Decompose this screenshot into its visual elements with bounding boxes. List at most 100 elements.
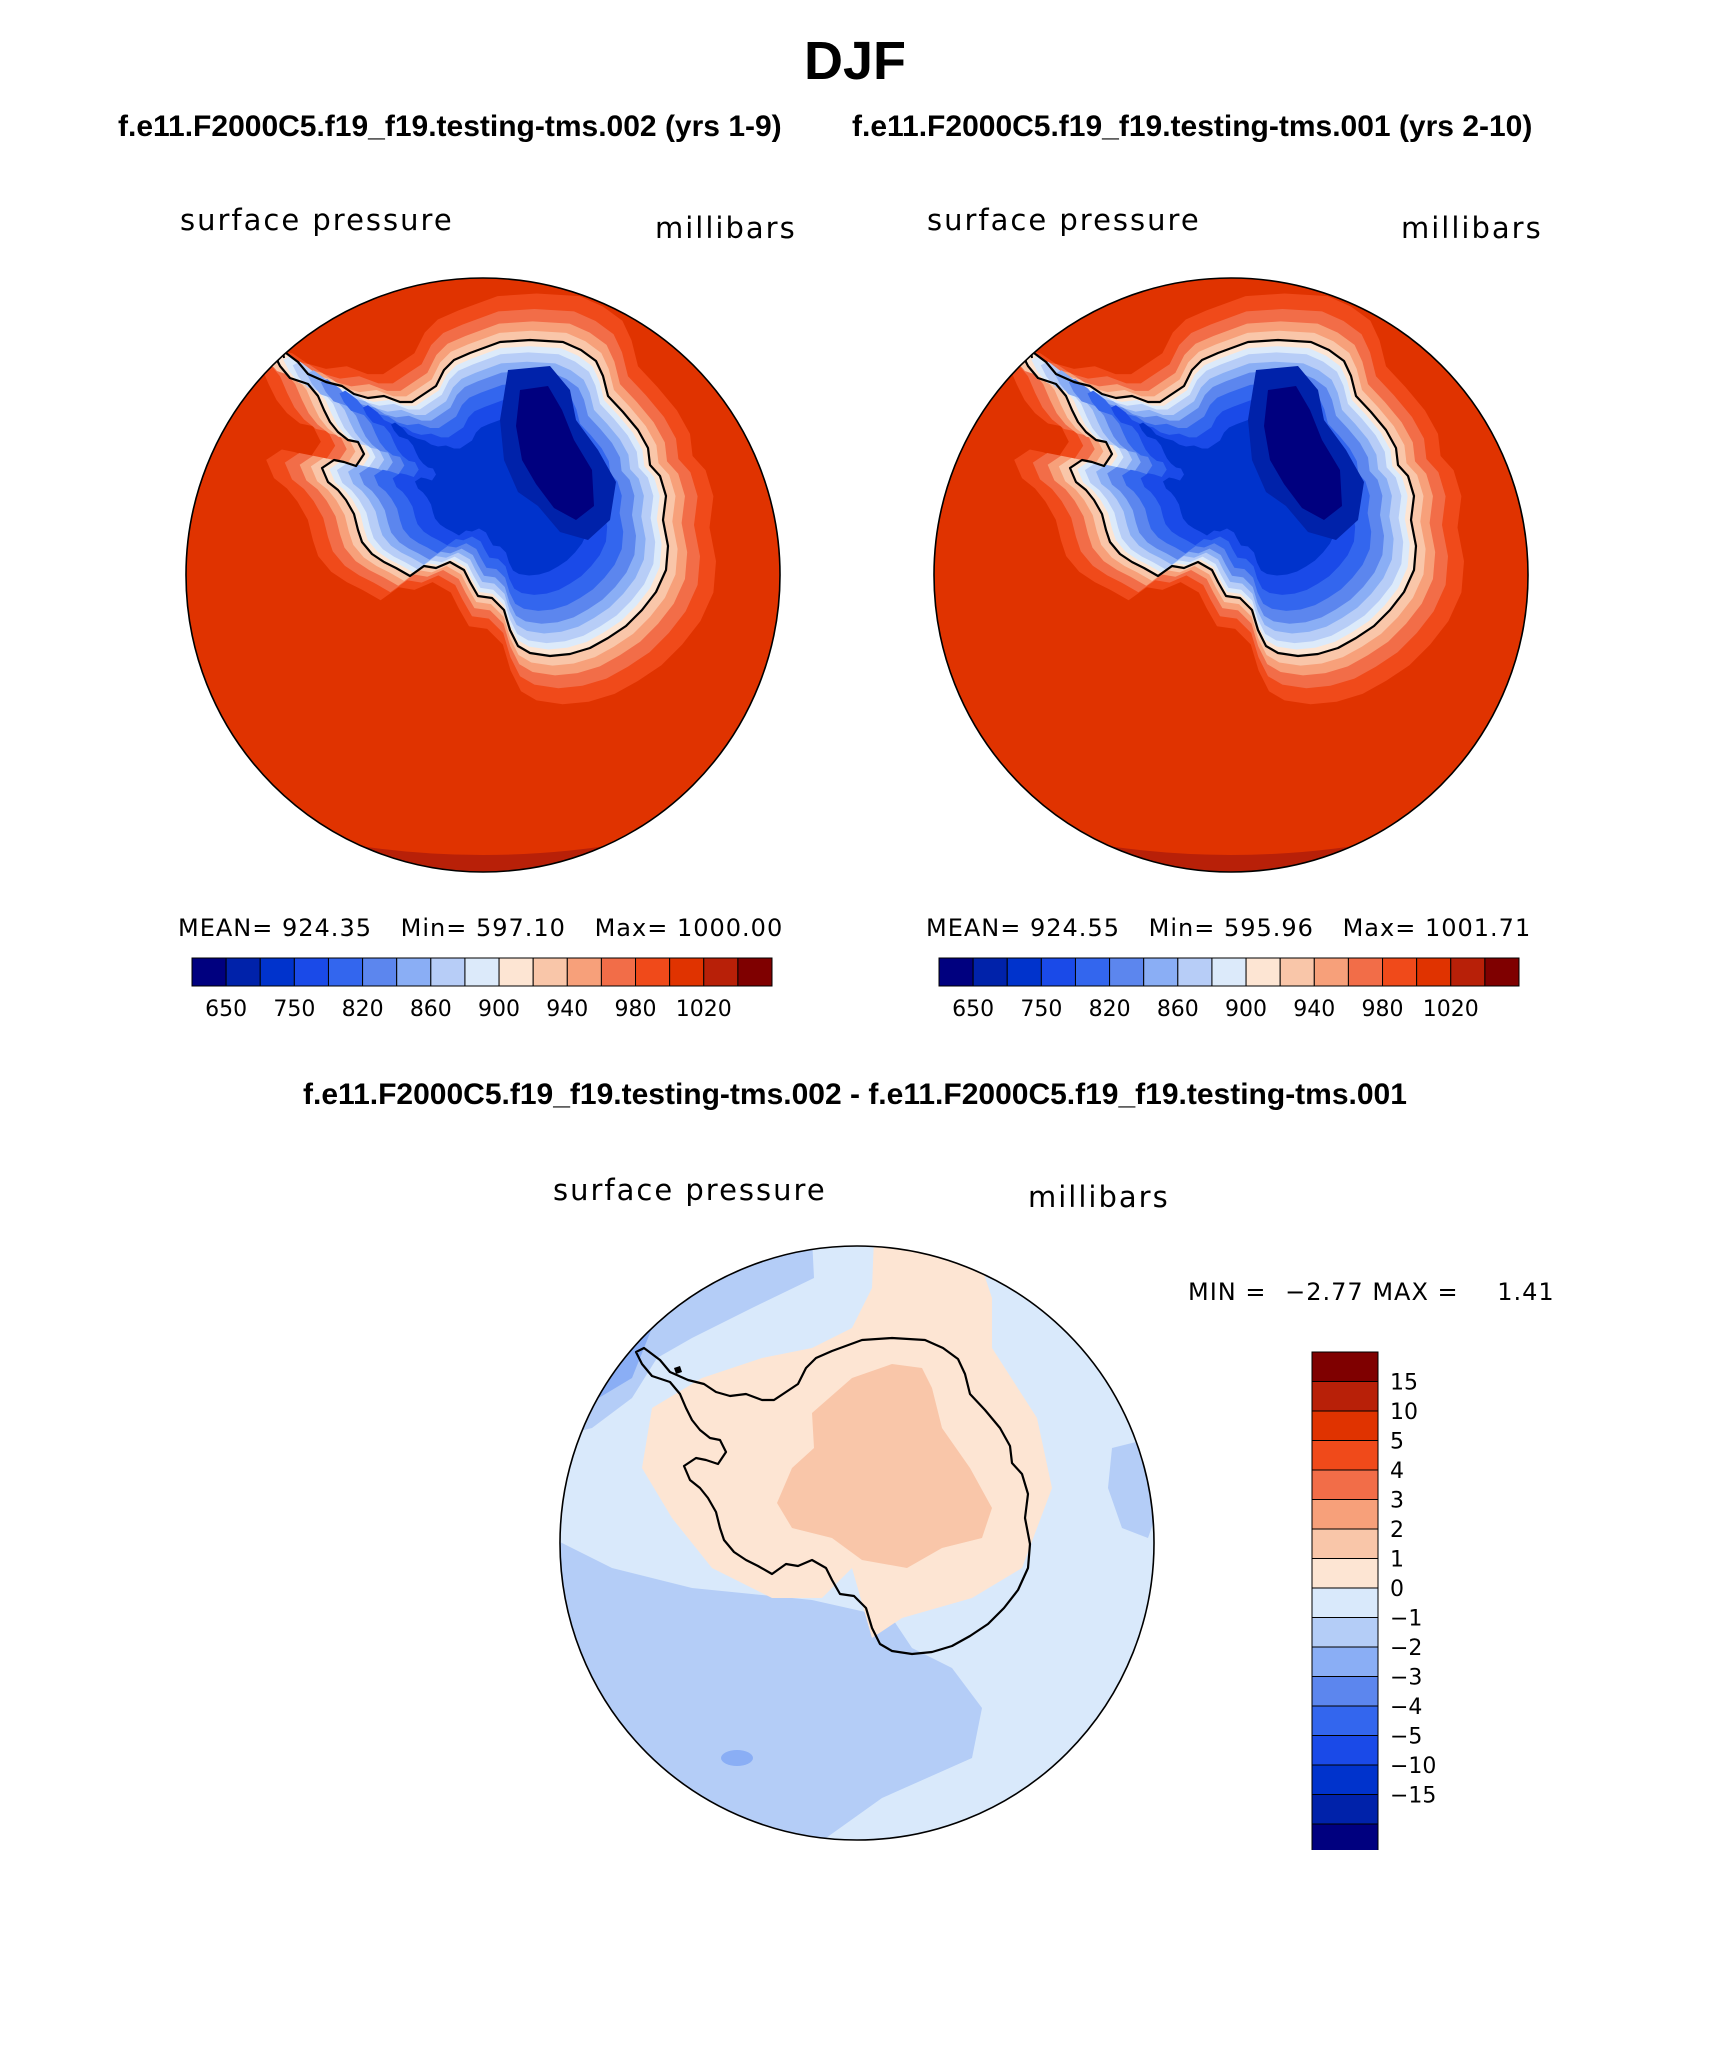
panel3-colorbar-label: 5 (1390, 1430, 1404, 1455)
panel1-min-value: 597.10 (475, 914, 566, 942)
panel1-colorbar-box-15 (703, 957, 739, 987)
panel2-colorbar: 650 750 820 860 900 940 980 1020 (938, 957, 1520, 1022)
panel2-stats: MEAN= 924.55 Min= 595.96 Max= 1001.71 (926, 914, 1531, 942)
panel2-units-label: millibars (1401, 211, 1543, 245)
panel3-map-border (559, 1245, 1155, 1841)
panel3-colorbar-box-7 (1311, 1558, 1379, 1589)
panel3-colorbar-box-2 (1311, 1410, 1379, 1441)
panel2-min-label: Min= (1148, 914, 1216, 942)
panel3-variable-label: surface pressure (553, 1173, 827, 1207)
panel3-region-1-2 (777, 1364, 992, 1568)
panel3-colorbar-label: 15 (1390, 1371, 1418, 1396)
panel2-polar-map (933, 277, 1529, 873)
panel2-variable-label: surface pressure (927, 203, 1201, 237)
panel2-colorbar-box-13 (1382, 957, 1418, 987)
panel1-colorbar: 650 750 820 860 900 940 980 1020 (191, 957, 773, 1022)
panel1-colorbar-box-12 (600, 957, 637, 987)
panel3-region-minus3-patch (721, 1750, 753, 1766)
panel3-colorbar-box-16 (1311, 1823, 1379, 1850)
panel2-colorbar-box-1 (972, 957, 1008, 987)
panel3-max-label: MAX = (1372, 1278, 1459, 1306)
case-title-right: f.e11.F2000C5.f19_f19.testing-tms.001 (y… (852, 110, 1533, 143)
panel2-colorbar-box-16 (1484, 957, 1520, 987)
panel2-colorbar-label: 750 (1020, 997, 1062, 1022)
panel1-stats: MEAN= 924.35 Min= 597.10 Max= 1000.00 (178, 914, 783, 942)
panel3-colorbar-box-4 (1311, 1469, 1379, 1500)
panel1-colorbar-box-14 (669, 957, 705, 987)
panel1-colorbar-box-10 (532, 957, 568, 987)
panel1-coastline (272, 338, 670, 658)
panel3-colorbar-box-6 (1311, 1528, 1379, 1559)
panel1-colorbar-box-7 (430, 957, 466, 987)
panel3-stats: MIN = −2.77 MAX = 1.41 (1188, 1278, 1555, 1306)
panel3-colorbar-label: 10 (1390, 1400, 1418, 1425)
panel3-polar-map (559, 1245, 1155, 1841)
page-title: DJF (803, 31, 906, 91)
panel3-colorbar-label: −1 (1390, 1607, 1422, 1632)
panel3-colorbar-label: −4 (1390, 1695, 1422, 1720)
panel1-colorbar-label: 750 (273, 997, 315, 1022)
panel1-colorbar-box-16 (737, 957, 773, 987)
case-title-left: f.e11.F2000C5.f19_f19.testing-tms.002 (y… (118, 110, 782, 143)
panel2-min-value: 595.96 (1223, 914, 1314, 942)
panel3-colorbar-box-13 (1311, 1735, 1379, 1766)
panel1-colorbar-label: 1020 (676, 997, 732, 1022)
panel2-colorbar-box-4 (1074, 957, 1111, 987)
panel1-units-label: millibars (655, 211, 797, 245)
panel3-max-value: 1.41 (1497, 1278, 1555, 1306)
panel1-colorbar-label: 940 (546, 997, 588, 1022)
panel1-colorbar-box-11 (566, 957, 602, 987)
panel2-island (1038, 316, 1046, 322)
panel3-colorbar-box-9 (1311, 1617, 1379, 1648)
panel2-colorbar-box-3 (1040, 957, 1076, 987)
panel1-colorbar-label: 860 (410, 997, 452, 1022)
panel3-colorbar-label: 2 (1390, 1518, 1404, 1543)
panel1-colorbar-box-6 (396, 957, 432, 987)
panel3-colorbar-label: −15 (1390, 1784, 1436, 1809)
panel3-coastline (634, 1336, 1032, 1656)
panel3-colorbar-box-15 (1311, 1794, 1379, 1825)
panel3-colorbar-label: −3 (1390, 1666, 1422, 1691)
panel2-colorbar-box-12 (1347, 957, 1384, 987)
panel3-colorbar-label: 3 (1390, 1489, 1404, 1514)
panel1-colorbar-box-4 (327, 957, 364, 987)
panel1-plateau-minimum (516, 386, 594, 520)
panel2-colorbar-label: 860 (1157, 997, 1199, 1022)
panel1-max-value: 1000.00 (676, 914, 784, 942)
panel3-colorbar-box-1 (1311, 1381, 1379, 1412)
panel3-colorbar-box-12 (1311, 1705, 1379, 1736)
panel2-colorbar-box-2 (1006, 957, 1042, 987)
panel3-colorbar-box-3 (1311, 1440, 1379, 1471)
panel3-units-label: millibars (1028, 1180, 1170, 1214)
panel3-colorbar-label: −10 (1390, 1754, 1436, 1779)
panel2-colorbar-box-11 (1313, 957, 1349, 987)
panel1-colorbar-label: 900 (478, 997, 520, 1022)
panel1-colorbar-box-3 (293, 957, 329, 987)
panel1-polar-map (185, 277, 781, 873)
panel2-coastline (1020, 338, 1418, 658)
panel1-colorbar-box-5 (362, 957, 398, 987)
difference-title: f.e11.F2000C5.f19_f19.testing-tms.002 - … (303, 1078, 1407, 1111)
panel1-max-label: Max= (594, 914, 669, 942)
panel3-min-value: −2.77 (1285, 1278, 1364, 1306)
panel2-colorbar-label: 1020 (1423, 997, 1479, 1022)
panel1-island (290, 316, 298, 322)
panel2-colorbar-label: 980 (1362, 997, 1404, 1022)
panel2-colorbar-box-0 (938, 957, 974, 987)
panel1-colorbar-box-1 (225, 957, 261, 987)
panel2-max-label: Max= (1342, 914, 1417, 942)
panel1-colorbar-label: 820 (342, 997, 384, 1022)
panel3-colorbar-label: 0 (1390, 1577, 1404, 1602)
panel3-colorbar-label: −2 (1390, 1636, 1422, 1661)
panel1-colorbar-box-8 (464, 957, 500, 987)
panel3-colorbar-box-10 (1311, 1646, 1379, 1677)
panel3-colorbar-box-11 (1311, 1676, 1379, 1707)
panel3-min-label: MIN = (1188, 1278, 1267, 1306)
panel2-colorbar-box-15 (1450, 957, 1486, 987)
panel3-island (674, 1366, 682, 1374)
panel2-map-border (933, 277, 1529, 873)
panel2-colorbar-box-6 (1143, 957, 1179, 987)
panel2-colorbar-box-5 (1109, 957, 1145, 987)
panel2-colorbar-label: 900 (1225, 997, 1267, 1022)
